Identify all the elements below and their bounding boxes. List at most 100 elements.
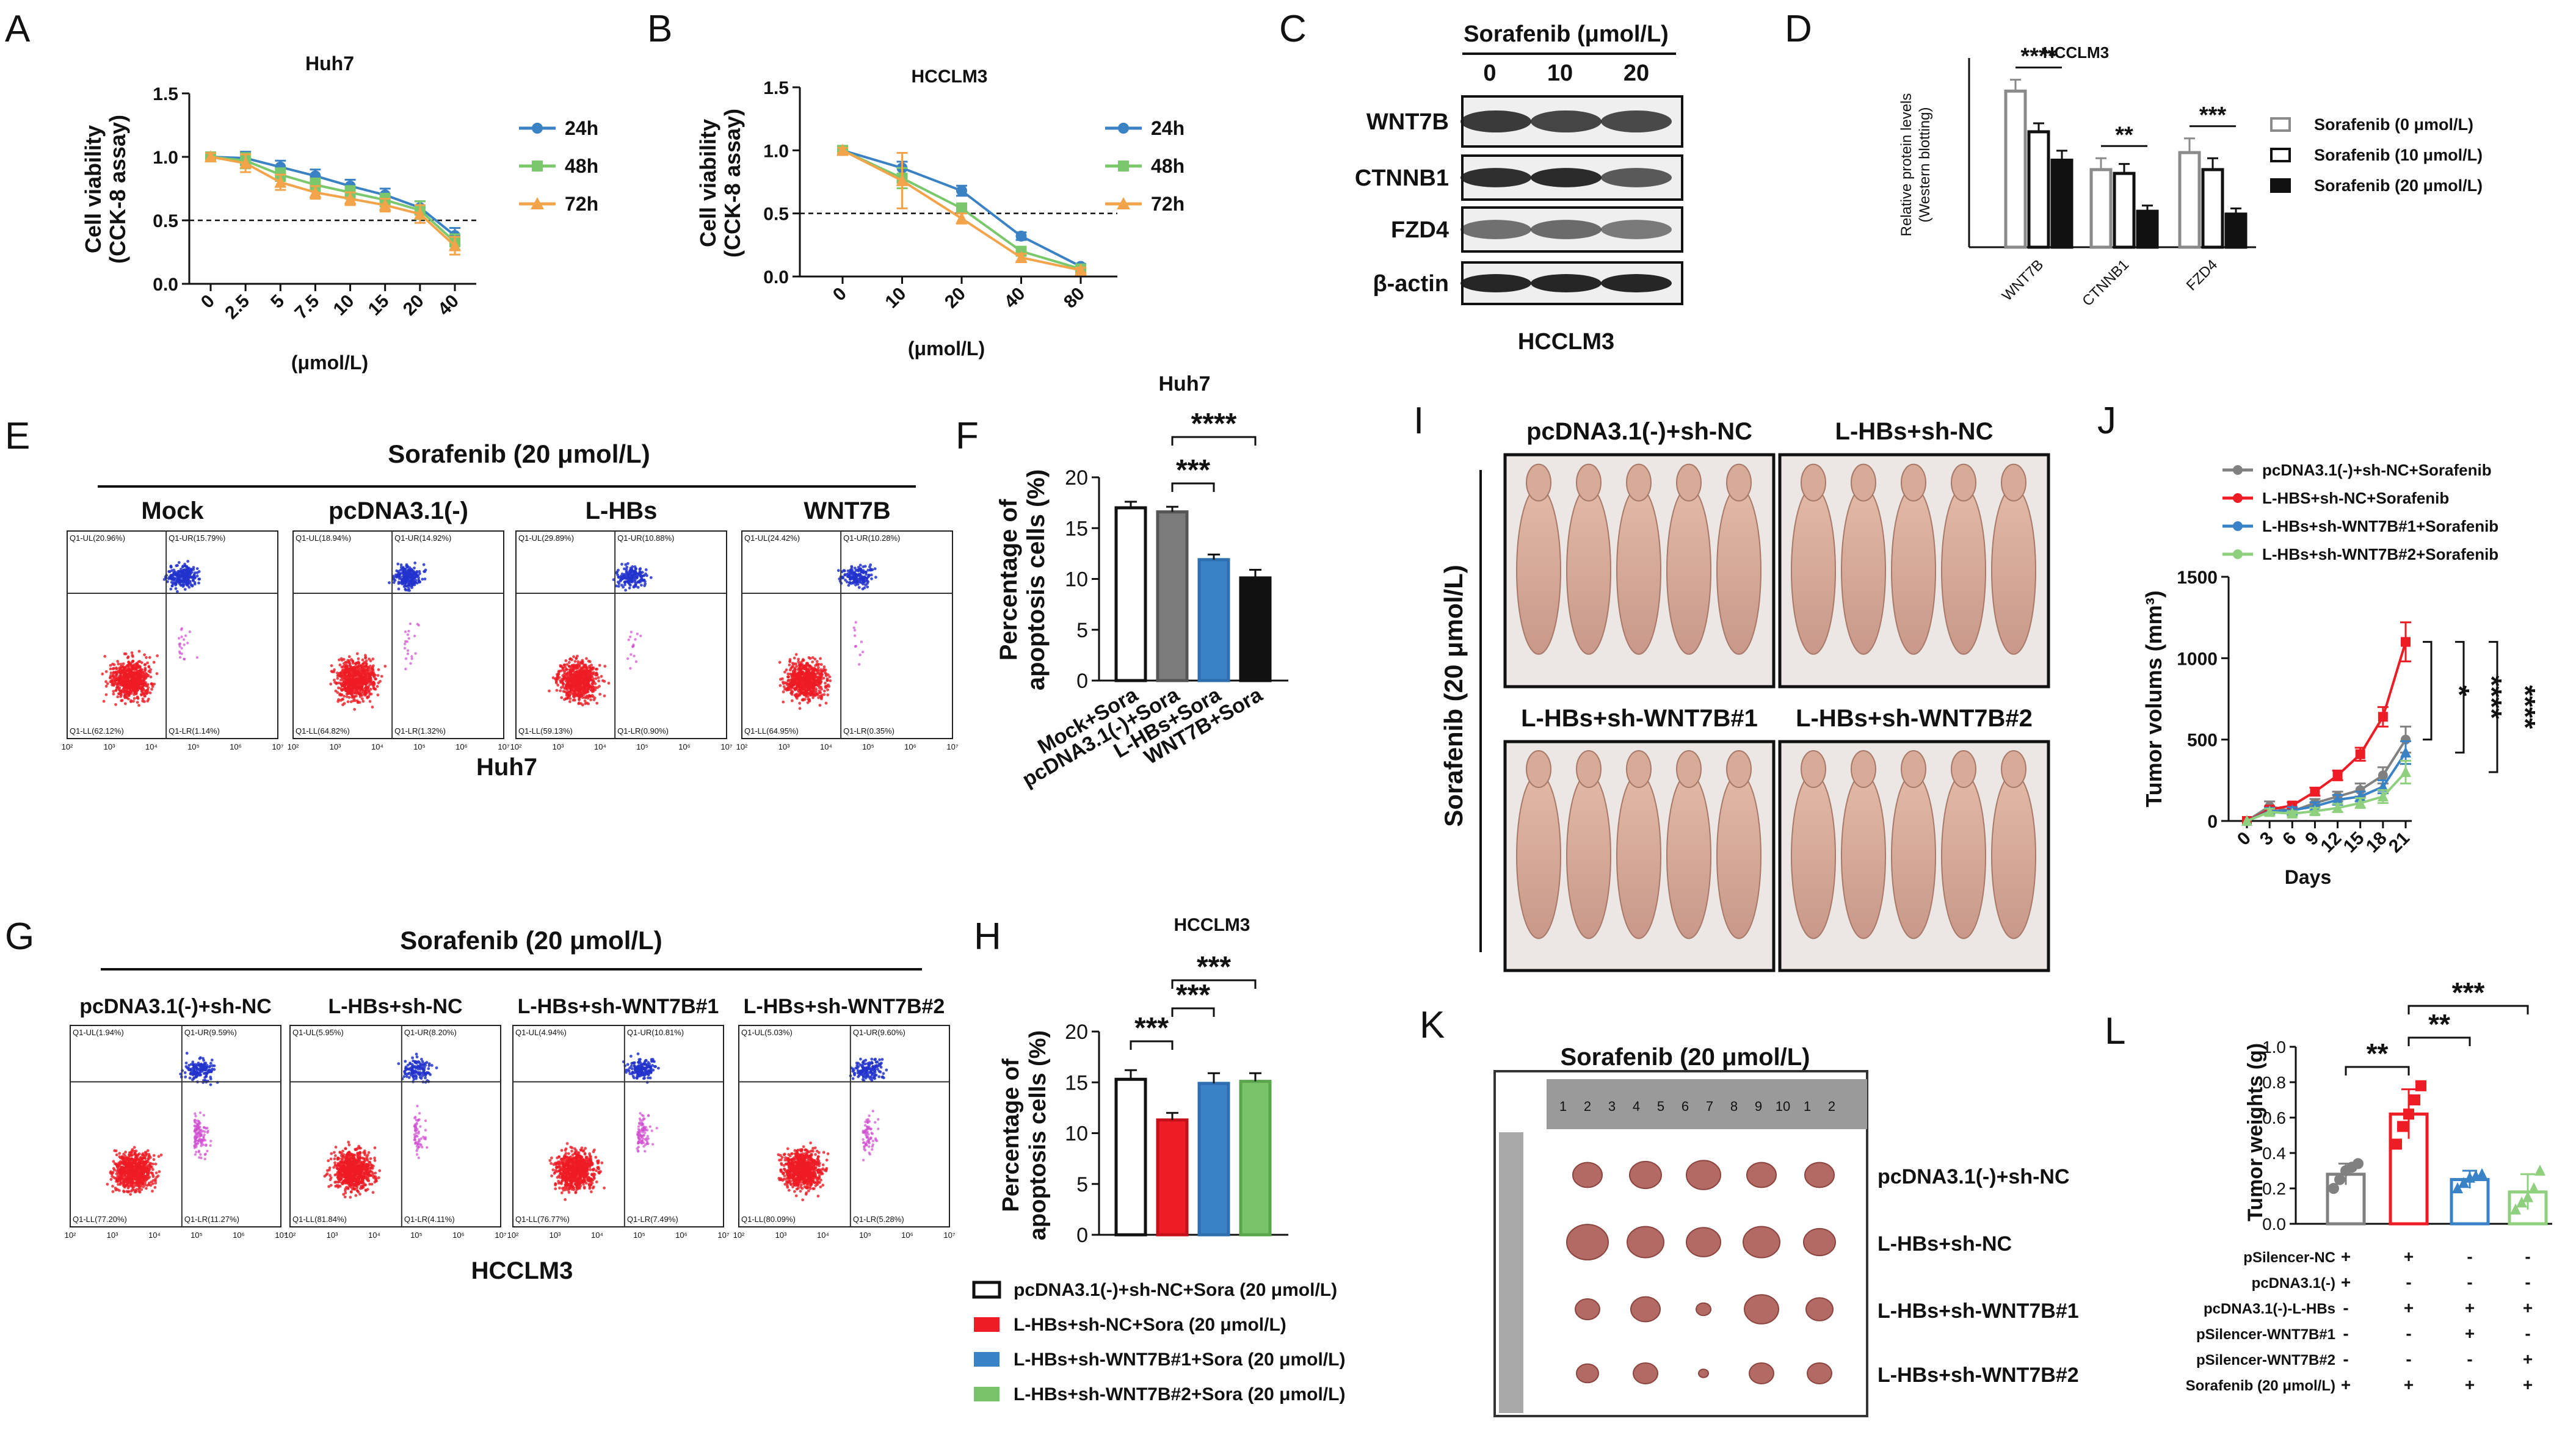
axis-tick-label: 10⁶ [233, 1231, 245, 1240]
event-dot [202, 1114, 206, 1117]
event-dot [808, 657, 812, 660]
event-dot [789, 692, 793, 695]
event-dot [339, 699, 343, 702]
event-dot [200, 1156, 203, 1160]
event-dot [122, 1169, 125, 1173]
event-dot [154, 1171, 158, 1174]
event-dot [122, 1180, 126, 1183]
event-dot [178, 656, 182, 659]
event-dot [563, 698, 566, 701]
event-dot [147, 1157, 150, 1160]
event-dot [636, 632, 639, 635]
significance-stars: ** [2115, 122, 2133, 148]
event-dot [357, 665, 360, 669]
event-dot [801, 658, 805, 661]
event-dot [409, 662, 412, 665]
event-dot [852, 626, 855, 629]
event-dot [578, 679, 581, 682]
event-dot [813, 694, 817, 697]
event-dot [150, 682, 154, 686]
event-dot [644, 568, 648, 571]
bar-chart-f: 05101520Mock+SorapcDNA3.1(-)+SoraL-HBs+S… [1018, 408, 1288, 792]
event-dot [110, 679, 114, 683]
event-dot [178, 645, 181, 648]
event-dot [590, 689, 593, 692]
event-dot [615, 571, 619, 575]
bar [2089, 168, 2113, 249]
legend-label: 72h [1151, 193, 1185, 215]
event-dot [355, 652, 359, 656]
event-dot [410, 580, 413, 584]
event-dot [195, 567, 199, 570]
event-dot [205, 1127, 208, 1130]
event-dot [194, 1135, 197, 1138]
event-dot [111, 1185, 114, 1188]
event-dot [122, 690, 126, 693]
event-dot [569, 685, 573, 689]
event-dot [361, 662, 365, 666]
panel-b: B HCCLM3 Cell viability (CCK-8 assay) (μ… [647, 8, 1185, 360]
event-dot [200, 1134, 203, 1137]
event-dot [110, 1173, 114, 1176]
event-dot [173, 577, 176, 580]
event-dot [581, 667, 585, 671]
bar [2004, 89, 2027, 249]
event-dot [569, 676, 572, 680]
event-dot [355, 661, 358, 665]
event-dot [115, 676, 119, 679]
event-dot [555, 689, 559, 692]
event-dot [582, 679, 586, 683]
event-dot [808, 692, 811, 695]
event-dot [567, 665, 571, 668]
panel-c: C Sorafenib (μmol/L) 0 10 20 WNT7BCTNNB1FZ… [1279, 8, 1683, 355]
event-dot [114, 1149, 118, 1152]
event-dot [576, 693, 579, 697]
event-dot [404, 630, 407, 634]
axis-tick-label: 10⁷ [946, 742, 958, 751]
event-dot [642, 574, 645, 577]
event-dot [556, 674, 559, 678]
event-dot [202, 1058, 206, 1062]
event-dot [338, 663, 342, 667]
event-dot [571, 680, 574, 684]
event-dot [369, 659, 372, 663]
event-dot [631, 645, 634, 648]
event-dot [129, 684, 133, 687]
event-dot [836, 569, 840, 573]
event-dot [801, 682, 805, 685]
event-dot [785, 683, 789, 686]
event-dot [132, 699, 135, 703]
event-dot [413, 583, 416, 587]
event-dot [649, 576, 653, 579]
event-dot [861, 651, 865, 654]
event-dot [867, 573, 871, 577]
event-dot [570, 663, 574, 667]
event-dot [404, 667, 407, 671]
event-dot [131, 1174, 135, 1177]
event-dot [603, 694, 606, 698]
event-dot [109, 674, 112, 678]
x-tick-label: 20 [399, 291, 428, 320]
event-dot [854, 645, 857, 648]
x-tick-label: FZD4 [2183, 256, 2221, 294]
event-dot [794, 673, 798, 677]
event-dot [358, 693, 361, 696]
group-label: pcDNA3.1(-)+sh-NC [79, 995, 272, 1018]
event-dot [138, 1190, 142, 1194]
event-dot [142, 680, 145, 684]
event-dot [788, 663, 791, 667]
event-dot [422, 563, 426, 566]
event-dot [334, 1154, 337, 1157]
event-dot [639, 579, 642, 582]
event-dot [349, 692, 352, 695]
event-dot [858, 653, 862, 657]
axis-tick-label: 10² [510, 742, 522, 751]
event-dot [143, 700, 146, 703]
event-dot [147, 665, 151, 669]
x-axis-label: (μmol/L) [908, 338, 985, 360]
event-dot [126, 679, 129, 683]
flow-plot-frame [70, 1025, 281, 1227]
event-dot [137, 669, 140, 673]
